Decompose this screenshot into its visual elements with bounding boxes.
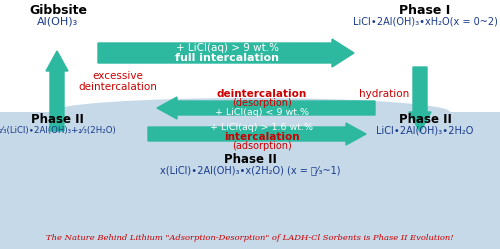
Text: x(LiCl)∙2Al(OH)₃•x(2H₂O) (x = ⁲⁄₃~1): x(LiCl)∙2Al(OH)₃•x(2H₂O) (x = ⁲⁄₃~1) [160, 165, 340, 175]
Text: + LiCl(aq) > 9 wt.%: + LiCl(aq) > 9 wt.% [176, 43, 279, 53]
Text: hydration: hydration [359, 89, 409, 99]
Text: Phase II: Phase II [398, 113, 452, 125]
Text: full intercalation: full intercalation [175, 53, 279, 63]
FancyArrow shape [409, 67, 431, 132]
Text: + LiCl(aq) > 1.6 wt.%: + LiCl(aq) > 1.6 wt.% [210, 123, 314, 131]
Text: deintercalation: deintercalation [78, 82, 158, 92]
Text: Phase II: Phase II [30, 113, 84, 125]
Text: LiCl∙2Al(OH)₃∙2H₂O: LiCl∙2Al(OH)₃∙2H₂O [376, 125, 474, 135]
Bar [0, 112, 500, 249]
Text: Phase II: Phase II [224, 152, 276, 166]
FancyArrow shape [98, 39, 354, 67]
Text: The Nature Behind Lithium "Adsorption-Desorption" of LADH-Cl Sorbents is Phase I: The Nature Behind Lithium "Adsorption-De… [46, 234, 454, 242]
FancyArrow shape [148, 123, 366, 145]
FancyArrow shape [157, 97, 375, 119]
Text: excessive: excessive [92, 71, 144, 81]
Text: ₂⁄₃(LiCl)∙2Al(OH)₃+₂⁄₃(2H₂O): ₂⁄₃(LiCl)∙2Al(OH)₃+₂⁄₃(2H₂O) [0, 125, 116, 134]
Text: deintercalation: deintercalation [217, 89, 307, 99]
Text: (adsorption): (adsorption) [232, 141, 292, 151]
Text: (desorption): (desorption) [232, 98, 292, 108]
Text: Phase I: Phase I [400, 3, 450, 16]
Ellipse shape [50, 98, 450, 126]
Text: LiCl∙2Al(OH)₃•xH₂O(x = 0~2): LiCl∙2Al(OH)₃•xH₂O(x = 0~2) [352, 16, 498, 26]
Text: + LiCl(aq) < 9 wt.%: + LiCl(aq) < 9 wt.% [215, 108, 309, 117]
Text: intercalation: intercalation [224, 132, 300, 142]
Text: Al(OH)₃: Al(OH)₃ [38, 16, 78, 26]
FancyArrow shape [46, 51, 68, 131]
Text: Gibbsite: Gibbsite [29, 3, 87, 16]
